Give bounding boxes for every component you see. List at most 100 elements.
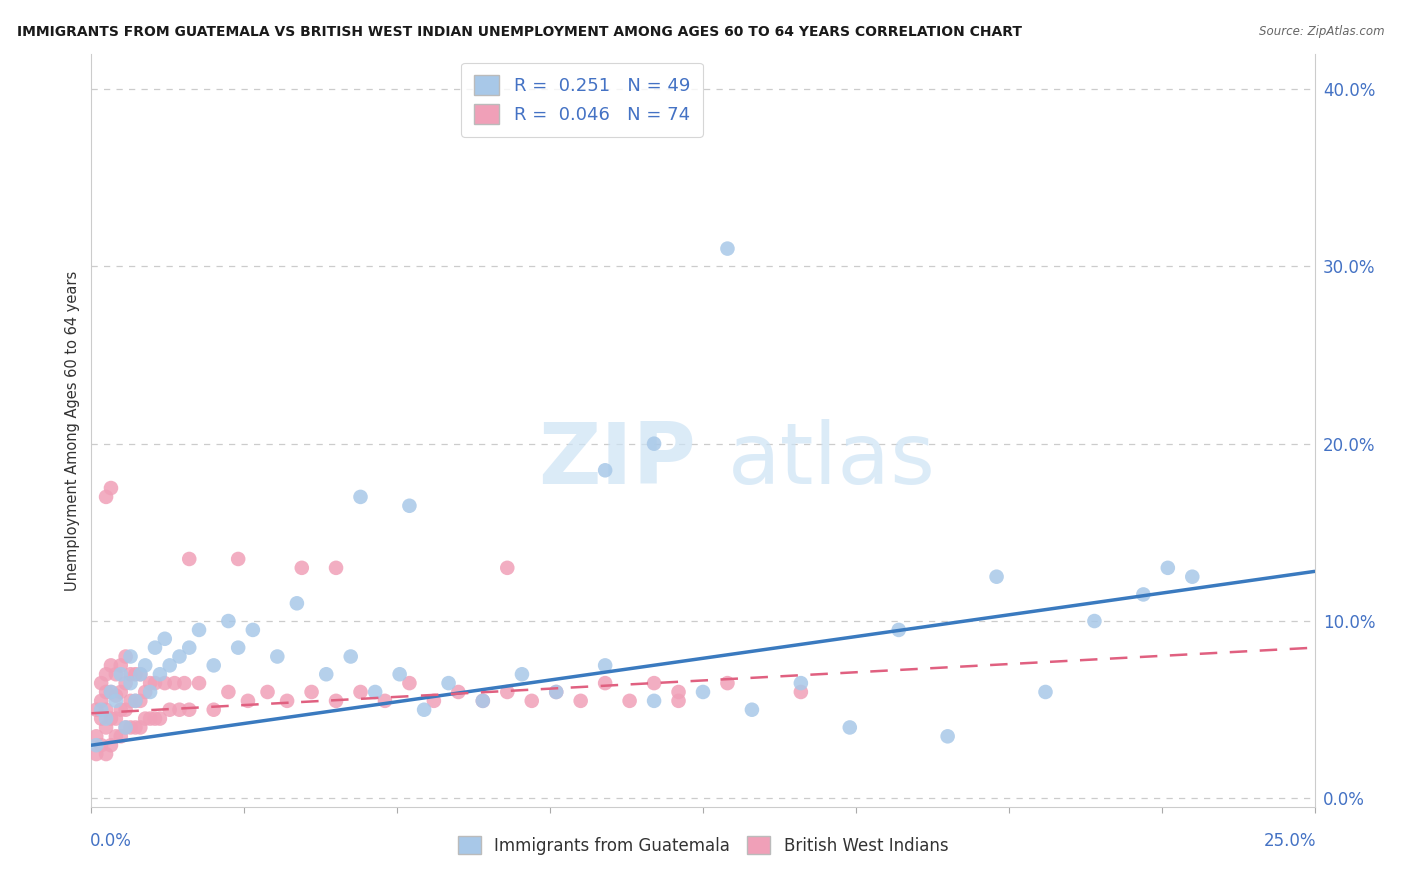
Point bbox=[153, 632, 176, 646]
Text: atlas: atlas bbox=[727, 419, 935, 502]
Point bbox=[84, 703, 107, 717]
Point bbox=[388, 667, 411, 681]
Point bbox=[90, 703, 112, 717]
Point bbox=[114, 721, 136, 735]
Point bbox=[110, 729, 132, 743]
Point bbox=[887, 623, 910, 637]
Point bbox=[643, 436, 665, 450]
Point bbox=[339, 649, 361, 664]
Point bbox=[398, 499, 420, 513]
Text: 25.0%: 25.0% bbox=[1264, 832, 1316, 850]
Point bbox=[593, 463, 616, 477]
Point bbox=[104, 712, 127, 726]
Point bbox=[202, 658, 225, 673]
Point bbox=[100, 481, 122, 495]
Point bbox=[1132, 587, 1154, 601]
Point bbox=[94, 721, 117, 735]
Point bbox=[986, 570, 1008, 584]
Point bbox=[1181, 570, 1204, 584]
Point bbox=[124, 694, 146, 708]
Point bbox=[423, 694, 446, 708]
Point bbox=[169, 649, 191, 664]
Point bbox=[129, 667, 152, 681]
Point bbox=[276, 694, 298, 708]
Point bbox=[110, 667, 132, 681]
Point bbox=[546, 685, 568, 699]
Point bbox=[159, 703, 181, 717]
Point bbox=[1035, 685, 1057, 699]
Point bbox=[643, 676, 665, 690]
Point bbox=[100, 685, 122, 699]
Point bbox=[349, 490, 371, 504]
Point bbox=[741, 703, 763, 717]
Legend: Immigrants from Guatemala, British West Indians: Immigrants from Guatemala, British West … bbox=[450, 828, 956, 863]
Point bbox=[100, 738, 122, 752]
Point bbox=[94, 490, 117, 504]
Point bbox=[139, 712, 162, 726]
Point bbox=[120, 676, 142, 690]
Point bbox=[838, 721, 860, 735]
Point bbox=[179, 703, 201, 717]
Point bbox=[104, 689, 127, 703]
Point bbox=[134, 658, 156, 673]
Point bbox=[110, 703, 132, 717]
Point bbox=[413, 703, 436, 717]
Point bbox=[619, 694, 641, 708]
Point bbox=[120, 667, 142, 681]
Point bbox=[114, 721, 136, 735]
Point bbox=[716, 676, 738, 690]
Point bbox=[94, 685, 117, 699]
Point bbox=[153, 676, 176, 690]
Point bbox=[120, 649, 142, 664]
Point bbox=[226, 640, 249, 655]
Text: IMMIGRANTS FROM GUATEMALA VS BRITISH WEST INDIAN UNEMPLOYMENT AMONG AGES 60 TO 6: IMMIGRANTS FROM GUATEMALA VS BRITISH WES… bbox=[17, 25, 1022, 39]
Point bbox=[104, 694, 127, 708]
Point bbox=[110, 658, 132, 673]
Point bbox=[120, 694, 142, 708]
Point bbox=[90, 738, 112, 752]
Point bbox=[163, 676, 186, 690]
Point bbox=[159, 658, 181, 673]
Point bbox=[169, 703, 191, 717]
Text: ZIP: ZIP bbox=[538, 419, 696, 502]
Point bbox=[124, 694, 146, 708]
Point bbox=[790, 685, 813, 699]
Point bbox=[202, 703, 225, 717]
Point bbox=[217, 685, 239, 699]
Point bbox=[315, 667, 337, 681]
Point bbox=[593, 676, 616, 690]
Point bbox=[496, 561, 519, 575]
Text: Source: ZipAtlas.com: Source: ZipAtlas.com bbox=[1260, 25, 1385, 38]
Point bbox=[716, 242, 738, 256]
Point bbox=[114, 649, 136, 664]
Point bbox=[668, 694, 690, 708]
Point bbox=[139, 676, 162, 690]
Point bbox=[90, 676, 112, 690]
Point bbox=[94, 712, 117, 726]
Point bbox=[114, 703, 136, 717]
Point bbox=[692, 685, 714, 699]
Point bbox=[226, 552, 249, 566]
Point bbox=[179, 640, 201, 655]
Point bbox=[124, 721, 146, 735]
Point bbox=[134, 685, 156, 699]
Point bbox=[94, 747, 117, 761]
Point bbox=[447, 685, 470, 699]
Point bbox=[471, 694, 494, 708]
Y-axis label: Unemployment Among Ages 60 to 64 years: Unemployment Among Ages 60 to 64 years bbox=[65, 270, 80, 591]
Point bbox=[546, 685, 568, 699]
Text: 0.0%: 0.0% bbox=[90, 832, 132, 850]
Point bbox=[569, 694, 592, 708]
Point bbox=[120, 721, 142, 735]
Point bbox=[84, 747, 107, 761]
Point bbox=[134, 712, 156, 726]
Point bbox=[496, 685, 519, 699]
Point bbox=[100, 685, 122, 699]
Point bbox=[398, 676, 420, 690]
Point bbox=[364, 685, 387, 699]
Point bbox=[90, 694, 112, 708]
Point bbox=[266, 649, 288, 664]
Point bbox=[188, 676, 211, 690]
Point bbox=[90, 712, 112, 726]
Point bbox=[301, 685, 323, 699]
